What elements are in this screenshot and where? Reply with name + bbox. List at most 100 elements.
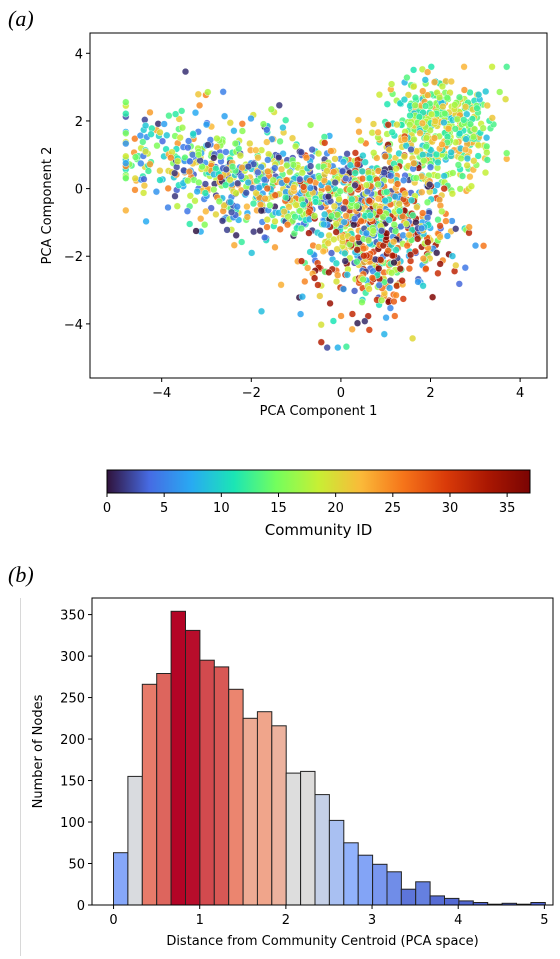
scatter-point <box>382 314 390 322</box>
hist-y-axis-label: Number of Nodes <box>31 694 46 808</box>
scatter-point <box>196 101 204 110</box>
x-tick-label: −2 <box>242 386 261 401</box>
scatter-point <box>429 293 437 301</box>
scatter-point <box>388 128 396 136</box>
scatter-point <box>362 181 371 189</box>
scatter-point <box>202 120 211 129</box>
scatter-point <box>388 80 396 88</box>
scatter-point <box>122 159 130 167</box>
histogram-bar <box>256 711 273 906</box>
scatter-point <box>361 158 369 166</box>
scatter-point <box>297 148 305 156</box>
scatter-point <box>140 189 148 197</box>
scatter-point <box>453 115 462 123</box>
scatter-point <box>280 208 288 216</box>
scatter-point <box>324 239 332 247</box>
scatter-frame <box>89 32 548 379</box>
scatter-point <box>275 101 283 109</box>
scatter-point <box>360 252 368 260</box>
scatter-point <box>218 217 227 225</box>
scatter-point <box>198 163 206 171</box>
scatter-point <box>285 203 293 211</box>
histogram-bar <box>357 854 374 906</box>
scatter-point <box>369 227 377 235</box>
scatter-point <box>440 118 448 127</box>
scatter-point <box>314 243 323 251</box>
scatter-point <box>359 152 367 160</box>
scatter-point <box>185 168 194 176</box>
scatter-point <box>353 258 361 266</box>
hist-y-tick-label: 200 <box>60 733 85 748</box>
scatter-point <box>360 244 368 253</box>
histogram-bar <box>516 903 532 906</box>
scatter-point <box>430 134 439 142</box>
scatter-point <box>252 146 260 154</box>
scatter-point <box>137 159 145 168</box>
scatter-point <box>483 148 491 157</box>
histogram-bar <box>213 666 230 906</box>
histogram-bar <box>199 659 215 906</box>
scatter-point <box>351 181 359 189</box>
scatter-point <box>204 141 212 149</box>
scatter-point <box>238 120 246 128</box>
scatter-point <box>488 63 496 71</box>
scatter-point <box>330 235 338 244</box>
scatter-point <box>326 299 334 308</box>
scatter-point <box>480 242 488 250</box>
scatter-point <box>290 184 298 192</box>
scatter-point <box>232 189 240 197</box>
scatter-point <box>361 317 369 325</box>
scatter-point <box>282 193 290 202</box>
scatter-point <box>448 217 456 225</box>
scatter-point <box>332 220 340 228</box>
scatter-point <box>434 158 442 167</box>
scatter-point <box>442 217 450 225</box>
scatter-point <box>212 210 220 219</box>
scatter-point <box>204 88 212 96</box>
scatter-point <box>483 156 491 164</box>
scatter-point <box>419 151 427 159</box>
histogram-bar <box>127 775 143 906</box>
scatter-point <box>317 231 325 239</box>
histogram-bar <box>314 794 330 906</box>
histogram-bar <box>487 903 503 906</box>
scatter-point <box>331 155 339 163</box>
scatter-point <box>399 295 407 303</box>
scatter-point <box>301 277 309 286</box>
scatter-point <box>297 257 306 265</box>
histogram-bar <box>501 902 518 906</box>
scatter-point <box>426 181 434 189</box>
scatter-point <box>271 243 279 251</box>
scatter-point <box>351 149 360 157</box>
scatter-point <box>424 68 432 76</box>
histogram-bar <box>242 717 259 906</box>
scatter-point <box>178 124 187 132</box>
scatter-point <box>193 187 201 196</box>
scatter-point <box>298 293 307 301</box>
scatter-point <box>444 125 453 133</box>
scatter-point <box>171 192 179 200</box>
scatter-point <box>471 242 480 250</box>
scatter-point <box>277 281 285 289</box>
scatter-point <box>481 169 490 177</box>
scatter-point <box>423 198 432 206</box>
scatter-point <box>456 130 464 138</box>
scatter-point <box>181 67 190 76</box>
scatter-point <box>488 114 496 122</box>
scatter-point <box>269 176 277 184</box>
scatter-point <box>342 212 350 220</box>
hist-x-tick-label: 5 <box>540 913 548 928</box>
hist-x-tick-label: 2 <box>282 913 290 928</box>
scatter-point <box>339 285 348 293</box>
scatter-point <box>246 139 254 148</box>
scatter-point <box>320 133 329 141</box>
histogram-bar <box>271 725 287 906</box>
scatter-point <box>122 152 130 160</box>
scatter-point <box>296 175 304 183</box>
scatter-point <box>324 184 332 192</box>
scatter-point <box>411 101 419 109</box>
scatter-point <box>395 200 403 208</box>
scatter-point <box>306 184 315 192</box>
scatter-point <box>463 161 471 170</box>
scatter-point <box>422 265 430 273</box>
